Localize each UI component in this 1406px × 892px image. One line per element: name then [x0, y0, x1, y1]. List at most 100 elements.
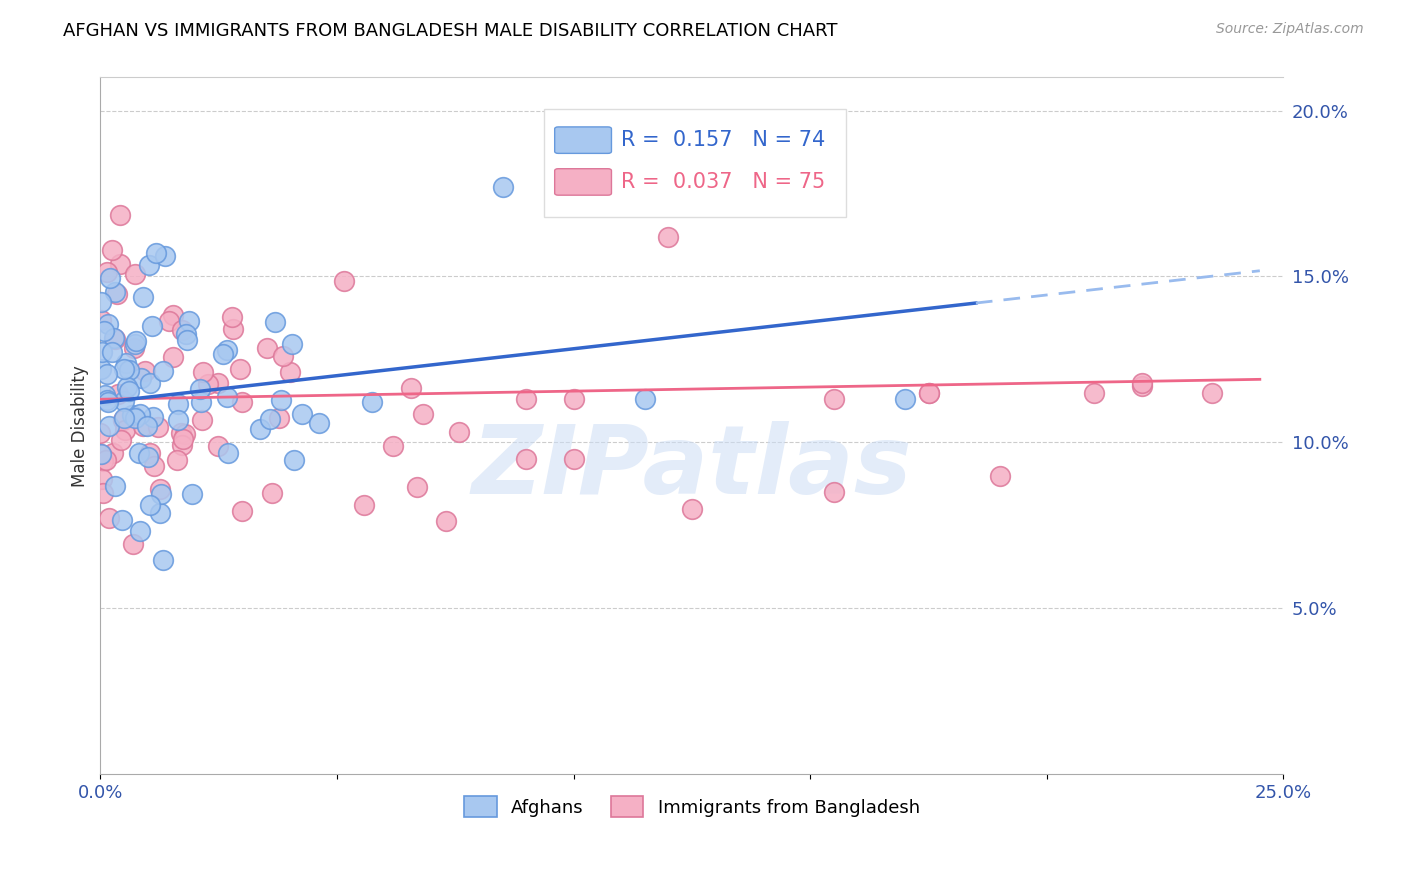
Point [270, 393, 292, 408]
Point [90, 362, 112, 376]
Point [141, 319, 163, 334]
Point [91, 454, 114, 468]
Point [167, 397, 190, 411]
Text: R =  0.157   N = 74: R = 0.157 N = 74 [621, 130, 825, 150]
Y-axis label: Male Disability: Male Disability [72, 365, 89, 487]
Point [193, 365, 215, 379]
Point [177, 314, 200, 328]
Point [231, 394, 253, 409]
Text: Source: ZipAtlas.com: Source: ZipAtlas.com [1216, 22, 1364, 37]
Point [103, 331, 125, 345]
Point [221, 310, 243, 324]
Point [382, 439, 405, 453]
Point [412, 407, 434, 421]
Point [562, 452, 585, 467]
Point [101, 446, 124, 460]
Point [104, 479, 127, 493]
Point [89, 425, 111, 440]
Point [139, 445, 162, 459]
Point [132, 290, 155, 304]
Point [190, 394, 212, 409]
Point [360, 394, 382, 409]
Point [278, 366, 301, 380]
Point [112, 361, 135, 376]
Point [90, 294, 112, 309]
Point [91, 344, 114, 359]
Point [894, 392, 917, 407]
Point [170, 425, 193, 440]
Point [128, 445, 150, 459]
Point [149, 506, 172, 520]
Point [159, 314, 181, 328]
Point [115, 380, 138, 394]
Point [166, 413, 188, 427]
Point [406, 480, 429, 494]
Point [138, 258, 160, 272]
Point [181, 487, 204, 501]
Point [101, 243, 124, 257]
Point [152, 553, 174, 567]
Point [197, 376, 219, 391]
Point [217, 446, 239, 460]
Point [112, 412, 135, 426]
Point [98, 271, 121, 285]
Point [260, 486, 283, 500]
Point [1130, 379, 1153, 393]
Point [129, 407, 152, 421]
Point [271, 349, 294, 363]
Point [136, 450, 159, 464]
Point [291, 407, 314, 421]
Point [97, 317, 120, 331]
Point [138, 498, 160, 512]
Point [256, 341, 278, 355]
Point [91, 472, 114, 486]
Point [308, 417, 330, 431]
Point [122, 341, 145, 355]
Point [108, 208, 131, 222]
Point [124, 411, 146, 425]
Point [124, 267, 146, 281]
Point [212, 346, 235, 360]
Point [129, 371, 152, 385]
Point [96, 452, 118, 467]
Point [191, 412, 214, 426]
Point [107, 387, 129, 401]
Text: AFGHAN VS IMMIGRANTS FROM BANGLADESH MALE DISABILITY CORRELATION CHART: AFGHAN VS IMMIGRANTS FROM BANGLADESH MAL… [63, 22, 838, 40]
Point [188, 382, 211, 396]
Point [96, 392, 118, 407]
Point [162, 351, 184, 365]
Point [121, 408, 143, 422]
Point [152, 364, 174, 378]
Point [149, 483, 172, 497]
Point [125, 334, 148, 348]
Point [150, 487, 173, 501]
Point [110, 433, 132, 447]
Point [114, 423, 136, 437]
Point [91, 485, 114, 500]
Point [146, 420, 169, 434]
Point [681, 501, 703, 516]
Text: ZIPatlas: ZIPatlas [471, 421, 912, 514]
Point [136, 419, 159, 434]
Point [267, 410, 290, 425]
Point [143, 458, 166, 473]
Point [118, 384, 141, 398]
Point [228, 362, 250, 376]
Point [97, 395, 120, 409]
Point [283, 453, 305, 467]
Point [153, 249, 176, 263]
Point [333, 274, 356, 288]
FancyBboxPatch shape [555, 127, 612, 153]
Point [90, 313, 112, 327]
Point [129, 524, 152, 539]
Point [207, 439, 229, 453]
Point [104, 331, 127, 345]
Point [134, 364, 156, 378]
Point [166, 453, 188, 467]
Point [93, 387, 115, 401]
Point [515, 392, 537, 407]
Point [105, 287, 128, 301]
Point [174, 326, 197, 341]
Point [174, 427, 197, 442]
Point [231, 504, 253, 518]
